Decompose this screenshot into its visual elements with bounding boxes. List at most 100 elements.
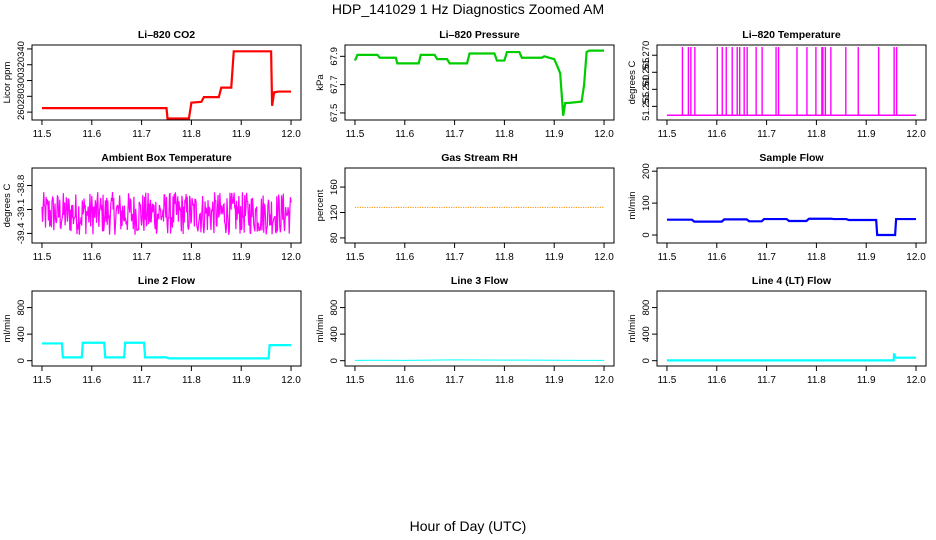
panel-title: Li–820 CO2 [138,29,195,41]
x-tick-label: 11.8 [182,129,201,140]
y-tick-label: -39.4 [16,223,27,245]
x-tick-label: 11.8 [182,375,201,386]
series-line [41,341,292,360]
x-tick-label: 11.9 [857,129,876,140]
x-tick-label: 11.9 [857,252,876,263]
y-tick-label: 400 [641,326,652,342]
panel-title: Gas Stream RH [441,152,517,164]
panel-6: Sample Flow 11.5 11.6 11.7 11.8 11.9 12.0 0 100 2… [627,152,927,263]
y-tick-label: 280 [16,88,27,104]
x-tick-label: 11.6 [82,252,101,263]
y-tick-label: 100 [641,195,652,211]
y-tick-label: -38.8 [16,175,27,197]
panel-7: Line 2 Flow 11.5 11.6 11.7 11.8 11.9 12.0 0 400 8… [2,275,302,386]
x-tick-label: 11.5 [33,129,52,140]
panel-2: Li–820 Pressure 11.5 11.6 11.7 11.8 11.9 12.0 6… [315,29,615,140]
x-tick-label: 12.0 [906,375,926,386]
panel-title: Line 4 (LT) Flow [752,275,832,287]
y-tick-label: 0 [329,358,340,363]
panel-8: Line 3 Flow 11.5 11.6 11.7 11.8 11.9 12.0 0 400 8… [315,275,615,386]
x-tick-label: 11.6 [707,252,726,263]
x-tick-label: 12.0 [906,129,926,140]
y-tick-label: 51.260 [641,75,652,104]
x-tick-label: 11.8 [807,252,826,263]
plot-frame [656,44,927,121]
x-tick-label: 12.0 [906,252,926,263]
y-tick-label: 0 [16,358,27,363]
y-tick-label: 0 [641,232,652,237]
plot-frame [31,290,302,367]
x-tick-label: 11.8 [182,252,201,263]
y-axis-label: kPa [315,74,326,91]
y-axis-label: ml/min [627,315,638,343]
plot-frame [344,167,615,244]
x-tick-label: 11.7 [132,375,151,386]
x-tick-label: 11.9 [545,375,564,386]
x-tick-label: 11.7 [757,375,776,386]
plot-frame [344,44,615,121]
y-tick-label: -39.1 [16,199,27,221]
x-tick-label: 11.5 [346,252,365,263]
series-line [666,353,917,362]
x-tick-label: 12.0 [281,252,301,263]
x-tick-label: 11.5 [658,375,677,386]
x-tick-label: 12.0 [594,129,614,140]
x-tick-label: 11.9 [232,252,251,263]
panel-9: Line 4 (LT) Flow 11.5 11.6 11.7 11.8 11.9 12.0… [627,275,927,386]
x-tick-label: 11.6 [82,129,101,140]
plot-frame [656,167,927,244]
x-tick-label: 11.6 [395,252,414,263]
series-line [41,50,292,120]
y-tick-label: 51.265 [641,58,652,87]
y-tick-label: 0 [641,358,652,363]
panel-5: Gas Stream RH 11.5 11.6 11.7 11.8 11.9 12.0 80 1… [315,152,615,263]
x-tick-label: 11.8 [807,129,826,140]
x-tick-label: 11.9 [232,375,251,386]
panel-title: Line 2 Flow [138,275,196,287]
x-tick-label: 12.0 [281,129,301,140]
x-tick-label: 11.7 [757,252,776,263]
y-tick-label: 800 [16,300,27,316]
y-tick-label: 320 [16,57,27,73]
y-tick-label: 80 [329,233,340,244]
y-tick-label: 800 [641,300,652,316]
y-tick-label: 51.255 [641,92,652,121]
panel-title: Li–820 Temperature [742,29,841,41]
y-tick-label: 260 [16,104,27,120]
y-tick-label: 400 [16,326,27,342]
plot-area [41,341,292,360]
x-tick-label: 11.5 [346,375,365,386]
series-line [41,192,292,235]
x-tick-label: 11.9 [545,129,564,140]
panel-title: Ambient Box Temperature [101,152,232,164]
x-tick-label: 11.5 [658,129,677,140]
plot-frame [344,290,615,367]
panel-title: Li–820 Pressure [439,29,520,41]
plot-area [41,50,292,120]
x-tick-label: 11.9 [857,375,876,386]
y-axis-label: percent [315,189,326,221]
x-tick-label: 12.0 [281,375,301,386]
x-tick-label: 11.6 [707,129,726,140]
x-tick-label: 11.7 [132,129,151,140]
plot-area [666,47,917,116]
y-axis-label: ml/min [627,192,638,220]
y-tick-label: 340 [16,41,27,57]
y-axis-label: degrees C [2,183,13,227]
y-tick-label: 51.270 [641,41,652,70]
x-tick-label: 11.9 [545,252,564,263]
x-tick-label: 11.8 [495,252,514,263]
x-tick-label: 11.7 [445,252,464,263]
figure-xlabel: Hour of Day (UTC) [409,518,527,534]
x-tick-label: 11.5 [33,252,52,263]
plot-area [41,192,292,235]
x-tick-label: 12.0 [594,375,614,386]
x-tick-label: 11.7 [445,129,464,140]
panel-title: Sample Flow [759,152,824,164]
x-tick-label: 11.7 [132,252,151,263]
panel-1: Li–820 CO2 11.5 11.6 11.7 11.8 11.9 12.0 260280… [2,29,302,140]
y-tick-label: 67.5 [329,104,340,123]
panel-title: Line 3 Flow [451,275,509,287]
y-tick-label: 160 [329,179,340,195]
